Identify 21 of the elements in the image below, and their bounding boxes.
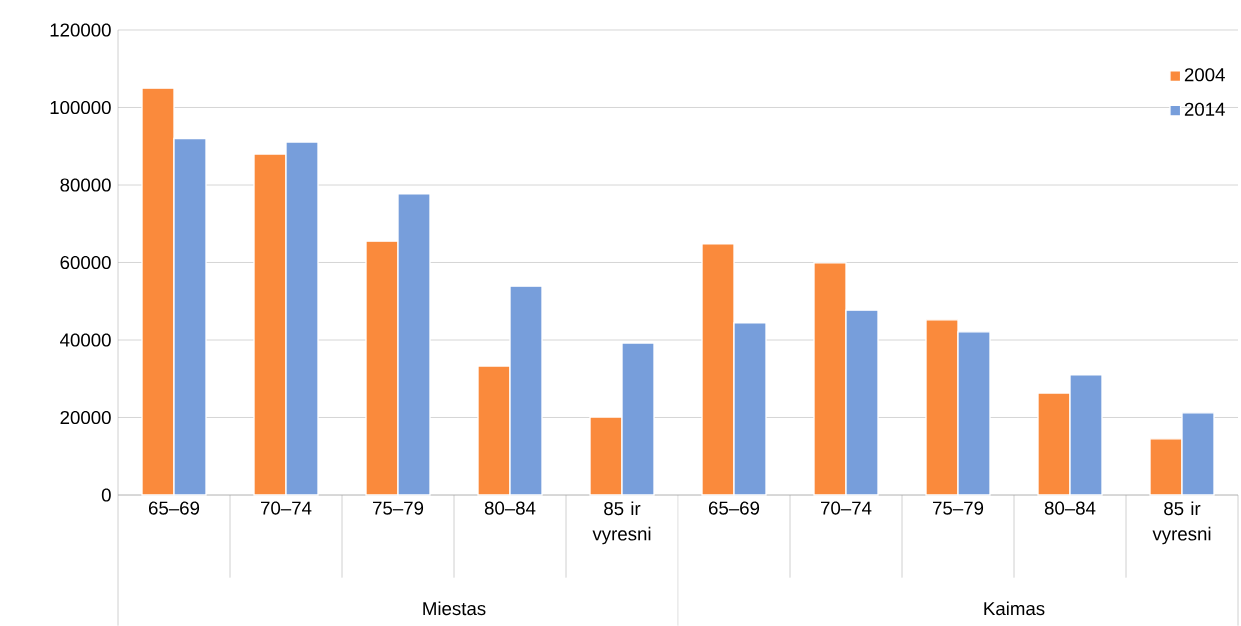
- y-tick-label: 120000: [50, 23, 111, 37]
- x-tick-label: 75–79: [933, 501, 984, 515]
- text: Kaimas: [984, 601, 1045, 616]
- text: Miestas: [423, 601, 486, 616]
- x-tick-label: 85 ir vyresni: [592, 501, 651, 545]
- legend-label: 2004: [1184, 68, 1225, 82]
- y-tick-label: 0: [101, 488, 111, 502]
- x-tick-label: 70–74: [821, 501, 872, 515]
- x-tick-label: 75–79: [373, 501, 424, 515]
- y-tick-label: 100000: [50, 100, 111, 115]
- y-tick-label: 20000: [60, 410, 111, 425]
- x-tick-label: 80–84: [484, 501, 536, 515]
- x-tick-label: 80–84: [1044, 501, 1096, 515]
- y-tick-label: 60000: [60, 255, 111, 270]
- x-tick-label: 65–69: [148, 501, 200, 515]
- y-tick-label: 80000: [60, 178, 111, 192]
- x-tick-label: 85 ir vyresni: [1152, 501, 1211, 545]
- x-tick-label: 65–69: [708, 501, 760, 515]
- y-tick-label: 40000: [60, 333, 111, 347]
- legend-label: 2014: [1184, 102, 1225, 116]
- x-tick-label: 70–74: [261, 501, 312, 515]
